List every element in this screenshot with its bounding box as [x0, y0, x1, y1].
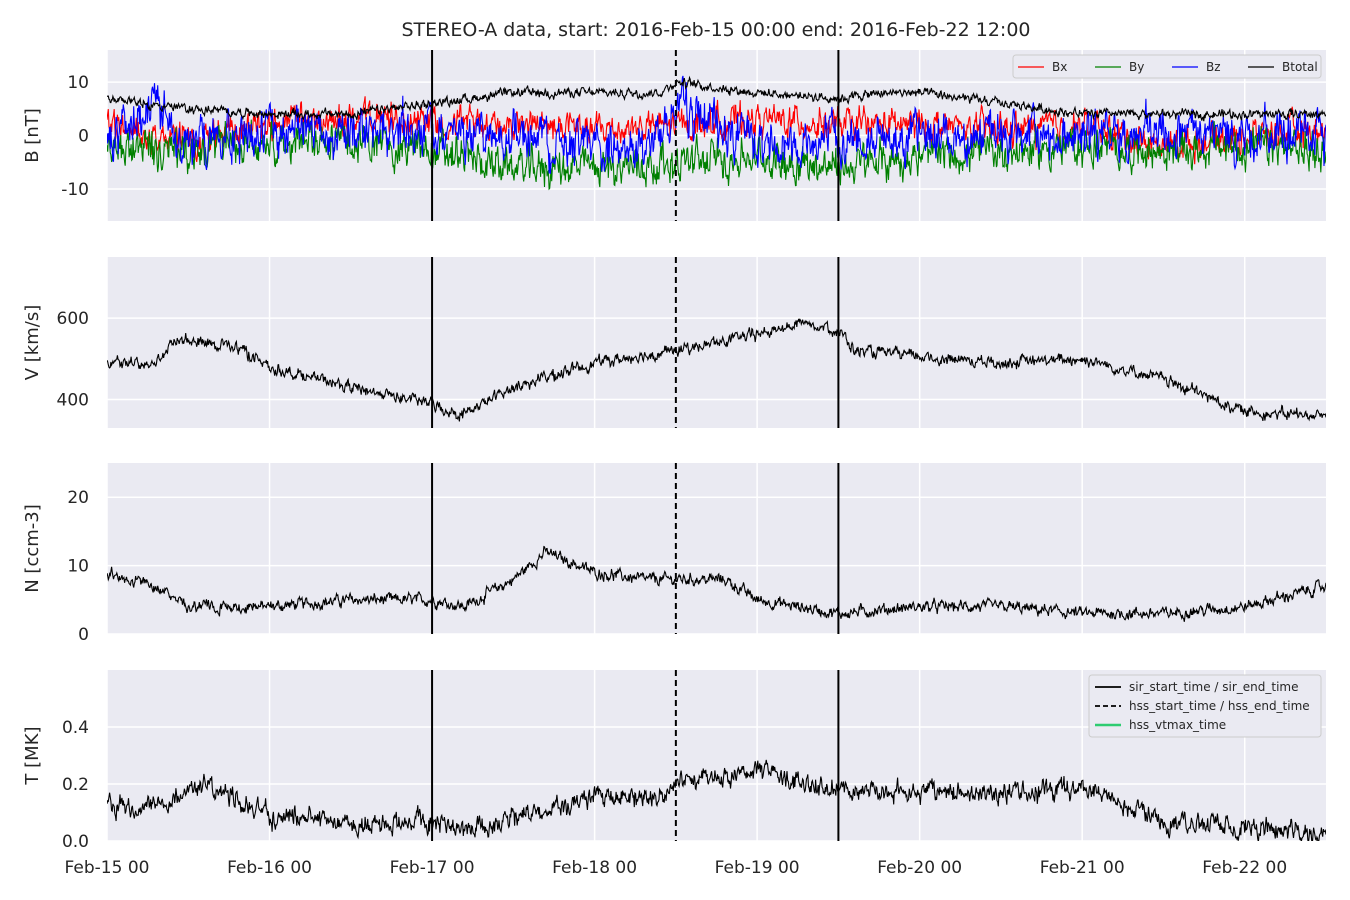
x-tick-label: Feb-17 00 — [390, 858, 475, 878]
x-tick-label: Feb-21 00 — [1040, 858, 1125, 878]
legend-label: By — [1129, 60, 1144, 74]
y-tick-label: 10 — [67, 557, 89, 577]
event-legend-label: hss_vtmax_time — [1129, 718, 1226, 732]
y-tick-label: 20 — [67, 488, 89, 508]
v-panel: 400 600 V [km/s] — [22, 257, 1326, 428]
y-axis-label: T [MK] — [22, 726, 43, 785]
y-axis-label: N [ccm-3] — [22, 504, 43, 593]
event-legend — [1088, 674, 1322, 738]
legend-label: Btotal — [1282, 60, 1318, 74]
b-legend — [1012, 54, 1322, 79]
y-tick-label: 0.4 — [62, 718, 89, 738]
x-tick-label: Feb-22 00 — [1202, 858, 1287, 878]
y-tick-label: 400 — [57, 391, 89, 411]
panel-background — [107, 463, 1326, 634]
series-line-bz — [107, 75, 1326, 174]
y-tick-label: 0 — [78, 625, 89, 645]
x-tick-label: Feb-19 00 — [715, 858, 800, 878]
t-panel: 0.0 0.2 0.4 T [MK] Feb-15 00 Feb-16 00 Feb-17 … — [22, 670, 1326, 878]
series-line-n-panel — [107, 545, 1326, 622]
legend-label: Bx — [1052, 60, 1067, 74]
b-panel: -10 0 10 B [nT] Bx By Bz Btotal — [22, 50, 1326, 221]
y-tick-label: 0.0 — [62, 832, 89, 852]
n-panel: 0 10 20 N [ccm-3] — [22, 463, 1326, 645]
figure-title: STEREO-A data, start: 2016-Feb-15 00:00 … — [401, 19, 1030, 41]
panels: -10 0 10 B [nT] Bx By Bz Btotal 400 600 V [km/s] 0 1… — [22, 50, 1326, 878]
series-line-btotal — [107, 75, 1326, 122]
x-tick-label: Feb-18 00 — [552, 858, 637, 878]
series-line-v-panel — [107, 318, 1326, 422]
y-axis-label: B [nT] — [22, 108, 43, 163]
y-tick-label: -10 — [61, 180, 89, 200]
x-tick-label: Feb-16 00 — [227, 858, 312, 878]
event-legend-label: sir_start_time / sir_end_time — [1129, 680, 1299, 694]
y-tick-label: 10 — [67, 73, 89, 93]
y-tick-label: 0 — [78, 127, 89, 147]
series-line-t-panel — [107, 759, 1326, 841]
event-legend-label: hss_start_time / hss_end_time — [1129, 699, 1310, 713]
x-tick-label: Feb-15 00 — [65, 858, 150, 878]
y-axis-label: V [km/s] — [22, 305, 43, 380]
legend-label: Bz — [1206, 60, 1221, 74]
y-tick-label: 600 — [57, 309, 89, 329]
x-tick-label: Feb-20 00 — [877, 858, 962, 878]
y-tick-label: 0.2 — [62, 775, 89, 795]
